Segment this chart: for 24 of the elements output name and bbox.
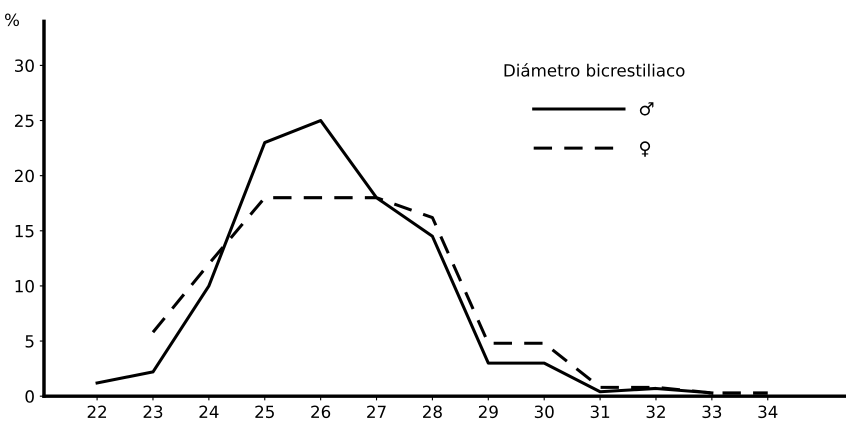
x-tick-label: 24 [199,406,219,418]
y-tick-label: 0 [25,390,34,403]
x-tick-label: 22 [88,406,106,418]
x-tick-label: 32 [646,406,665,418]
x-tick-label: 27 [367,406,386,418]
y-tick-label: 20 [14,170,34,182]
x-tick-label: 25 [255,406,274,418]
x-tick-label: 29 [478,406,498,418]
y-axis-title: % [5,14,20,26]
x-tick-label: 28 [423,406,442,418]
legend-title: Diámetro bicrestiliaco [504,63,684,77]
x-tick-label: 33 [702,406,722,418]
y-tick-label: 30 [15,59,34,72]
x-tick-label: 34 [758,406,778,418]
x-tick-label: 30 [534,406,554,418]
y-tick-label: 25 [14,114,34,128]
y-tick-label: 10 [16,280,34,292]
y-tick-label: 15 [16,224,34,238]
legend-label: ♀ [640,141,650,157]
x-tick-label: 23 [144,406,162,418]
x-tick-label: 31 [590,406,610,418]
legend-label: ♂ [640,102,654,116]
x-tick-label: 26 [311,406,330,418]
y-tick-label: 5 [26,335,34,348]
